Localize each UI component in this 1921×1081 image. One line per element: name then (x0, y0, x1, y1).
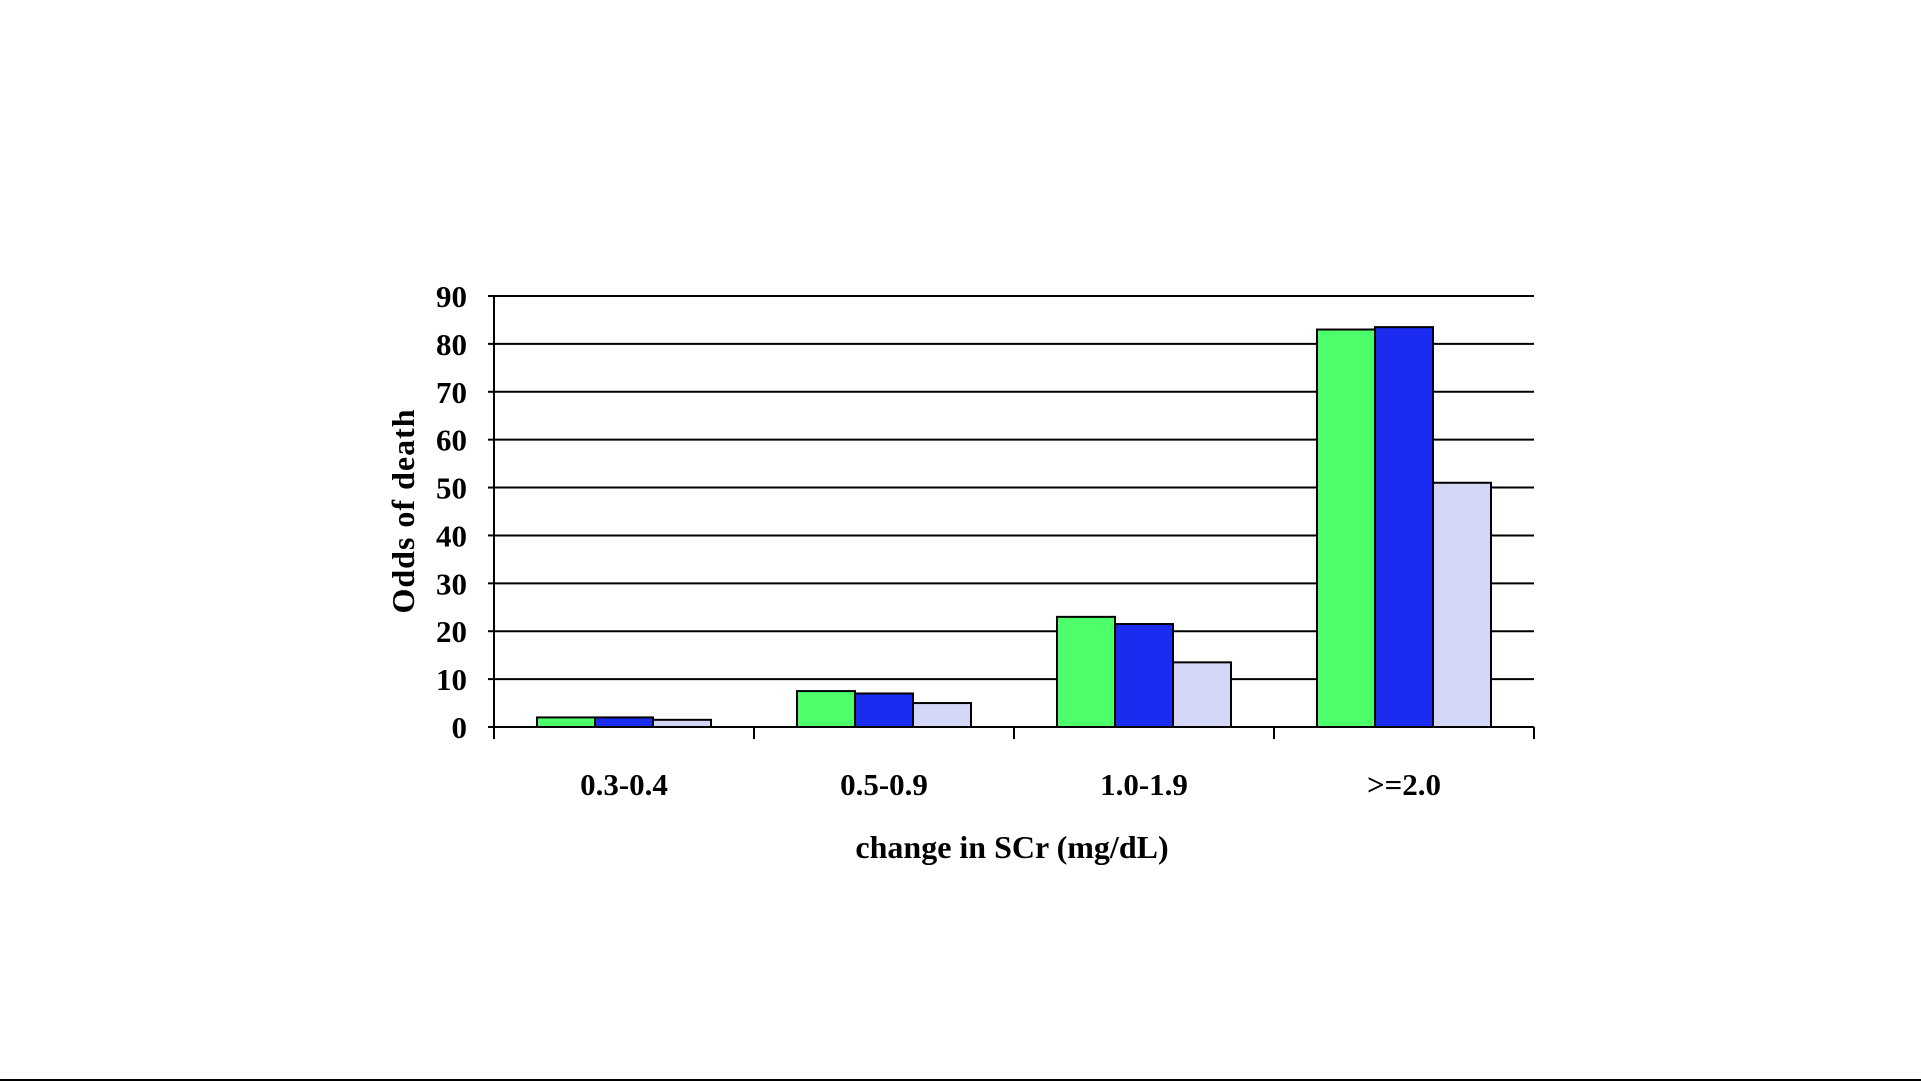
y-tick-labels: 0 10 20 30 40 50 60 70 80 90 (436, 279, 467, 745)
y-tick-label: 40 (436, 518, 467, 553)
axes (488, 295, 1535, 739)
x-axis-label: change in SCr (mg/dL) (855, 829, 1168, 865)
x-tick-label: 1.0-1.9 (1100, 767, 1188, 802)
bar-1-4 (1316, 328, 1376, 728)
bar-1-2 (796, 690, 856, 728)
y-tick-label: 0 (452, 710, 468, 745)
x-tick-label: 0.3-0.4 (580, 767, 668, 802)
bar-1-1 (536, 716, 596, 729)
x-tick-labels: 0.3-0.4 0.5-0.9 1.0-1.9 >=2.0 (580, 767, 1441, 802)
y-tick-label: 60 (436, 423, 467, 458)
bar-2-1 (594, 716, 654, 729)
y-tick-label: 10 (436, 662, 467, 697)
bar-2-2 (854, 692, 914, 729)
bar-3-1 (652, 718, 712, 728)
y-axis-label: Odds of death (385, 408, 421, 613)
bar-3-3 (1172, 661, 1232, 728)
bar-3-2 (912, 702, 972, 728)
y-tick-label: 90 (436, 279, 467, 314)
y-tick-label: 50 (436, 471, 467, 506)
y-tick-label: 70 (436, 375, 467, 410)
gridlines (494, 295, 1534, 681)
x-tick-label: >=2.0 (1367, 767, 1441, 802)
bar-2-4 (1374, 326, 1434, 728)
bar-1-3 (1056, 615, 1116, 728)
y-tick-label: 20 (436, 614, 467, 649)
x-tick-label: 0.5-0.9 (840, 767, 928, 802)
y-tick-label: 30 (436, 566, 467, 601)
y-tick-label: 80 (436, 327, 467, 362)
bar-2-3 (1114, 623, 1174, 728)
bottom-border (0, 1079, 1921, 1081)
bars (536, 326, 1492, 729)
bar-3-4 (1432, 481, 1492, 728)
